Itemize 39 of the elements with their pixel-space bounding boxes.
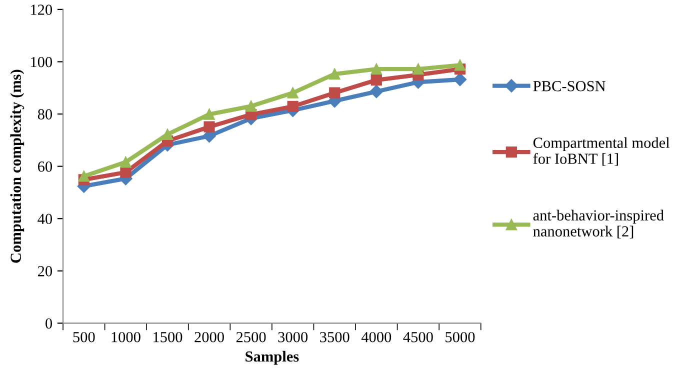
x-tick-label: 4000	[361, 332, 392, 342]
point	[453, 72, 467, 86]
point	[120, 166, 132, 178]
y-tick-label: 20	[38, 266, 52, 276]
point	[370, 64, 382, 75]
x-tick-label: 1500	[154, 332, 182, 342]
y-tick-label: 100	[31, 56, 52, 68]
point	[287, 87, 298, 98]
point	[454, 60, 466, 71]
point	[329, 87, 340, 98]
legend-label: ant-behavior-inspired nanonetwork [2]	[533, 210, 664, 238]
x-tick-label: 3500	[320, 332, 350, 342]
point	[287, 100, 298, 112]
x-tick-label: 4500	[403, 332, 433, 342]
x-tick-label: 2000	[194, 332, 224, 342]
x-tick-label: 2500	[236, 332, 266, 342]
y-tick-label: 0	[46, 318, 52, 329]
x-tick-label: 3000	[278, 332, 308, 342]
x-tick-label: 5000	[446, 332, 475, 342]
y-tick-label: 80	[38, 109, 52, 120]
point	[370, 84, 383, 98]
point	[329, 68, 340, 80]
y-tick-label: 40	[38, 214, 52, 224]
y-axis-title: Computation complexity (ms)	[10, 70, 24, 263]
point	[78, 170, 90, 182]
point	[204, 121, 215, 132]
x-axis-title: Samples	[246, 350, 299, 365]
point	[120, 156, 132, 168]
point	[162, 128, 174, 140]
point	[204, 108, 215, 120]
y-tick-label: 60	[38, 161, 52, 172]
legend-label: Compartmental model for IoBNT [1]	[533, 137, 670, 166]
y-tick-label: 120	[31, 4, 52, 15]
x-tick-label: 500	[73, 332, 95, 342]
point	[245, 100, 257, 112]
x-tick-label: 1000	[112, 332, 140, 342]
point	[370, 74, 382, 86]
legend-label: PBC-SOSN	[533, 81, 606, 92]
point	[412, 64, 424, 75]
